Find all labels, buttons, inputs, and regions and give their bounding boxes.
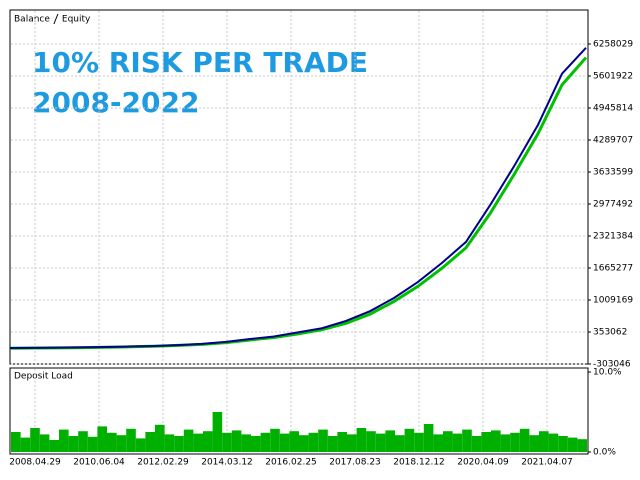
bar <box>423 424 434 452</box>
bar <box>116 435 127 452</box>
bar <box>481 432 491 452</box>
bar <box>366 431 376 452</box>
x-tick-label: 2020.04.09 <box>457 458 509 468</box>
bar <box>222 432 232 452</box>
annotation: 2008-2022 <box>32 86 199 119</box>
bar <box>203 431 213 452</box>
bar <box>107 432 117 452</box>
bar <box>385 430 395 452</box>
y-tick-label: 2321384 <box>593 231 633 241</box>
bar <box>11 432 21 452</box>
x-tick-label: 2017.08.23 <box>329 458 381 468</box>
bar <box>241 434 251 452</box>
x-tick-label: 2016.02.25 <box>265 458 317 468</box>
legend-entry: Equity <box>62 15 91 25</box>
bar <box>251 436 261 452</box>
y-tick-label: 4289707 <box>593 135 633 145</box>
bar <box>183 429 194 452</box>
bar <box>395 435 405 452</box>
bar <box>327 436 338 452</box>
bar <box>519 428 530 452</box>
y-tick-label: -303046 <box>593 360 631 370</box>
y-tick-label: 1665277 <box>593 263 633 273</box>
bar <box>135 438 146 452</box>
bar <box>337 432 347 452</box>
bar <box>548 433 559 452</box>
x-tick-label: 2018.12.12 <box>393 458 445 468</box>
y-tick-label: 4945814 <box>593 103 633 113</box>
y-tick-label: 2977492 <box>593 199 633 209</box>
bar <box>30 428 40 452</box>
y-tick-label: 5601922 <box>593 71 633 81</box>
bar <box>404 428 415 452</box>
y-tick-label: 0.0% <box>593 448 616 458</box>
bar <box>87 436 98 452</box>
bar <box>126 428 136 452</box>
bar <box>49 440 59 452</box>
legend-separator <box>53 13 59 25</box>
legend-entry: Balance <box>14 15 50 25</box>
bar <box>231 430 242 452</box>
bar <box>270 428 280 452</box>
bar <box>289 431 299 452</box>
bar <box>68 436 79 452</box>
bar <box>155 424 165 452</box>
bar <box>20 437 31 452</box>
x-tick-label: 2014.03.12 <box>201 458 253 468</box>
bar <box>433 434 443 452</box>
bar <box>193 433 203 452</box>
y-tick-label: 6258029 <box>593 39 633 49</box>
bar <box>462 429 472 452</box>
bar <box>318 429 328 452</box>
bar <box>356 428 367 452</box>
x-tick-label: 2021.04.07 <box>521 458 573 468</box>
panel-title: Deposit Load <box>14 372 73 382</box>
y-tick-label: 10.0% <box>593 368 622 378</box>
bar <box>375 433 386 452</box>
main-panel <box>9 9 589 365</box>
bar <box>145 432 155 452</box>
bar <box>260 432 271 452</box>
bar <box>279 433 290 452</box>
y-tick-label: 3633599 <box>593 167 633 177</box>
bar <box>577 439 587 452</box>
x-tick-label: 2012.02.29 <box>137 458 189 468</box>
line-balance <box>9 47 587 350</box>
bar <box>471 436 482 452</box>
bar <box>164 434 175 452</box>
bar <box>59 429 69 452</box>
bar <box>491 430 501 452</box>
bar <box>558 436 568 452</box>
bar <box>529 435 539 452</box>
bar <box>443 431 453 452</box>
bar <box>212 412 223 452</box>
bar <box>347 434 357 452</box>
y-tick-label: 353062 <box>593 327 627 337</box>
bar <box>97 426 107 452</box>
x-tick-label: 2008.04.29 <box>9 458 61 468</box>
bar <box>78 431 88 452</box>
bar <box>414 432 424 452</box>
y-tick-label: 1009169 <box>593 295 633 305</box>
bar <box>174 436 184 452</box>
bar <box>308 432 319 452</box>
bar <box>510 432 520 452</box>
bar <box>299 435 309 452</box>
x-tick-label: 2010.06.04 <box>73 458 125 468</box>
bar <box>500 434 511 452</box>
annotation: 10% RISK PER TRADE <box>32 46 368 79</box>
bar <box>539 431 549 452</box>
bar <box>452 433 463 452</box>
bar <box>39 434 50 452</box>
bar <box>567 437 578 452</box>
